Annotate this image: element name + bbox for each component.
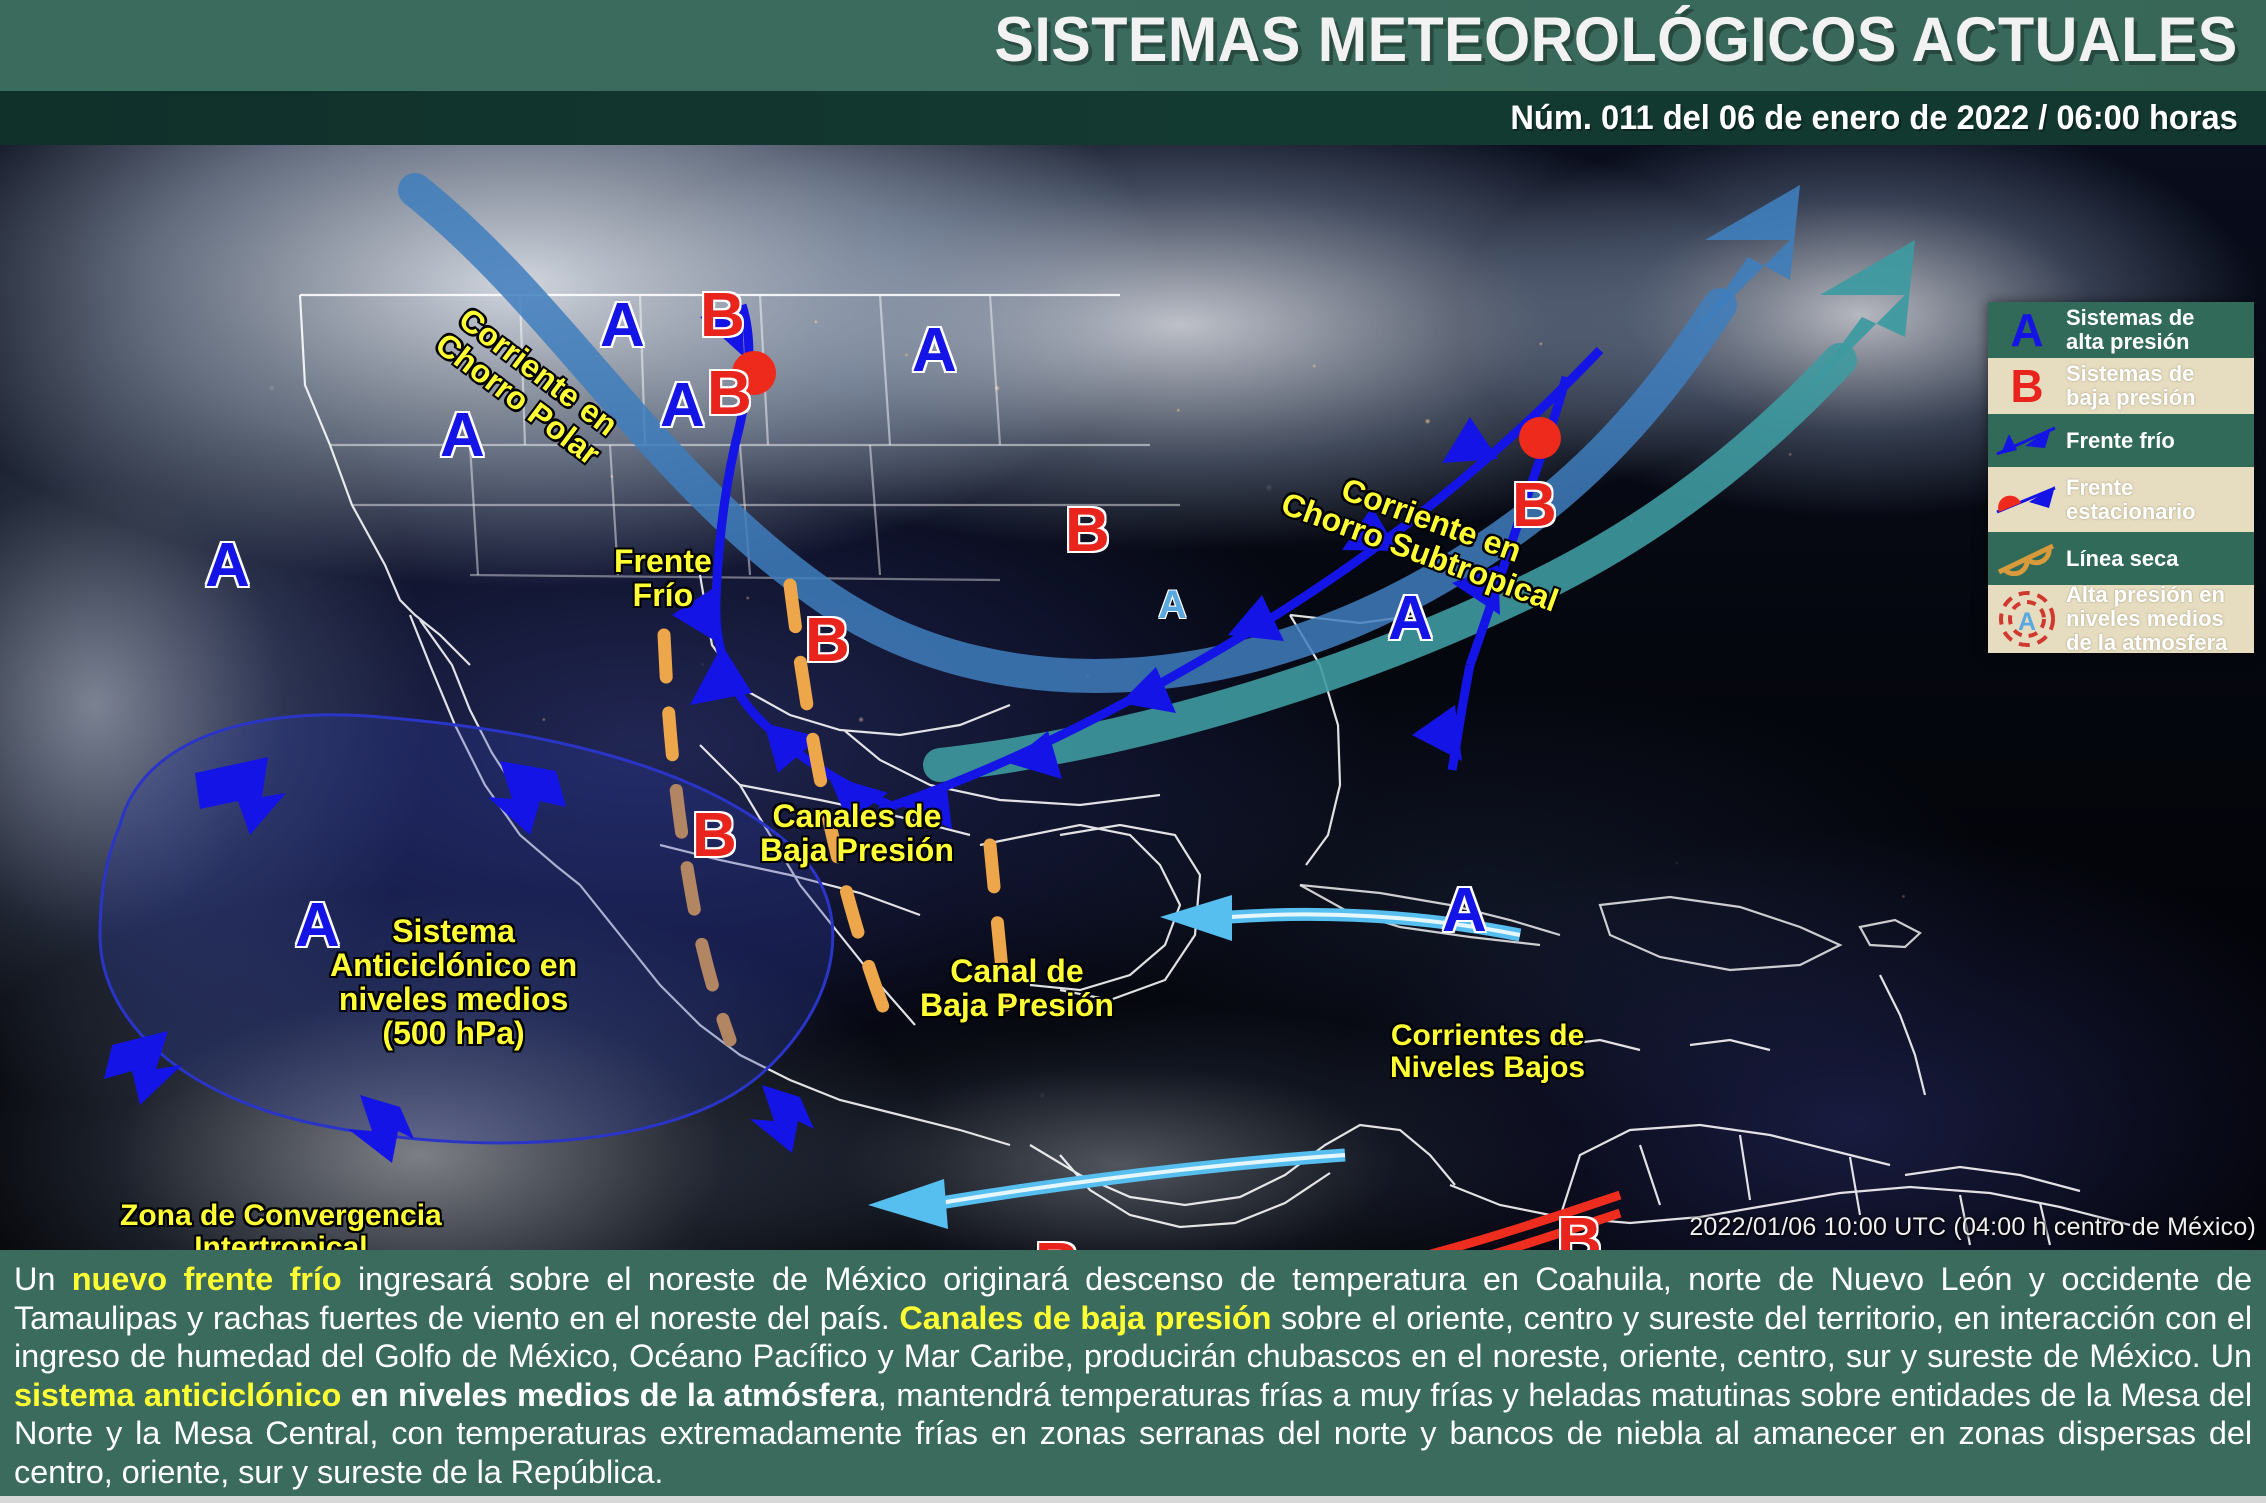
- weather-systems-overlay: [98, 173, 2131, 1250]
- header-band: [0, 0, 2266, 91]
- stationary-front-glyph: [1996, 485, 2056, 513]
- subtropical-jet-arrowhead: [1800, 240, 1915, 400]
- cold-front-gulf-atlantic: [878, 346, 1604, 829]
- page-title: SISTEMAS METEOROLÓGICOS ACTUALES: [994, 5, 2238, 75]
- legend-row-high-pressure[interactable]: A Sistemas de alta presión: [1988, 302, 2254, 358]
- stationary-front-marker-plains: [732, 351, 776, 395]
- legend-label-cold-front: Frente frío: [2066, 427, 2175, 453]
- map-legend[interactable]: A Sistemas de alta presión B Sistemas de…: [1988, 302, 2254, 653]
- mid-level-high-glyph: A: [1999, 591, 2055, 647]
- map-timestamp: 2022/01/06 10:00 UTC (04:00 h centro de …: [1689, 1213, 2256, 1241]
- legend-label-high-pressure: Sistemas de alta presión: [2066, 305, 2195, 354]
- legend-row-low-pressure[interactable]: B Sistemas de baja presión: [1988, 358, 2254, 414]
- highlighted-term: sistema anticiclónico: [14, 1376, 342, 1413]
- forecast-summary-panel: Un nuevo frente frío ingresará sobre el …: [0, 1250, 2266, 1503]
- mid-level-high-A-icon: A: [1988, 589, 2066, 649]
- paragraph-text: Un: [14, 1261, 72, 1297]
- cold-front-icon: [1988, 424, 2066, 458]
- legend-label-dryline: Línea seca: [2066, 545, 2179, 571]
- legend-label-low-pressure: Sistemas de baja presión: [2066, 361, 2196, 410]
- legend-label-mid-level-high: Alta presión en niveles medios de la atm…: [2066, 582, 2228, 653]
- mid-level-anticyclone-area: [98, 713, 835, 1163]
- paragraph-text: en niveles medios de la atmósfera: [350, 1376, 878, 1413]
- low-pressure-channels: [657, 578, 1013, 1047]
- polar-jet-arrowhead: [1690, 185, 1800, 340]
- cold-front-glyph: [1996, 426, 2056, 455]
- high-pressure-A-icon: A: [1988, 307, 2066, 353]
- highlighted-term: Canales de baja presión: [899, 1299, 1272, 1336]
- legend-label-stationary-front: Frente estacionario: [2066, 474, 2196, 524]
- paragraph-text: , mantendrá temperaturas frías a muy frí…: [14, 1376, 2252, 1490]
- bottom-accent-bar: [0, 1496, 2266, 1503]
- satellite-weather-map[interactable]: Corriente en Chorro Polar Frente Frío Co…: [0, 145, 2266, 1250]
- dryline-icon: [1988, 542, 2066, 576]
- low-pressure-B-icon: B: [1988, 363, 2066, 409]
- forecast-summary-text: Un nuevo frente frío ingresará sobre el …: [14, 1260, 2252, 1491]
- svg-text:A: A: [2018, 608, 2036, 636]
- intertropical-convergence-zone: [1428, 1190, 1622, 1250]
- paragraph-text: [341, 1377, 351, 1413]
- legend-row-dryline[interactable]: Línea seca: [1988, 532, 2254, 585]
- legend-row-stationary-front[interactable]: Frente estacionario: [1988, 467, 2254, 532]
- dryline-glyph: [1997, 543, 2055, 576]
- polar-jet-stream: [398, 173, 1737, 693]
- stationary-front-icon: [1988, 482, 2066, 518]
- map-canvas: Corriente en Chorro Polar Frente Frío Co…: [0, 145, 2266, 1250]
- paragraph-text: ingresará sobre el noreste de México ori…: [14, 1261, 2252, 1336]
- cold-front-plains: [672, 303, 892, 821]
- legend-row-mid-level-high[interactable]: A Alta presión en niveles medios de la a…: [1988, 582, 2254, 653]
- bulletin-number-and-time: Núm. 011 del 06 de enero de 2022 / 06:00…: [1510, 98, 2238, 137]
- subtropical-jet-stream: [923, 343, 1857, 782]
- highlighted-term: nuevo frente frío: [71, 1261, 342, 1297]
- legend-row-cold-front[interactable]: Frente frío: [1988, 414, 2254, 467]
- legend-glyph-A: A: [2010, 304, 2044, 356]
- stationary-front-marker-atlantic: [1519, 417, 1561, 459]
- low-level-currents: [868, 895, 1522, 1229]
- paragraph-text: sobre el oriente, centro y sureste del t…: [14, 1299, 2252, 1375]
- cold-front-atlantic-offshore: [1412, 375, 1571, 771]
- legend-glyph-B: B: [2010, 360, 2044, 412]
- header-subtitle-band: [0, 91, 2266, 145]
